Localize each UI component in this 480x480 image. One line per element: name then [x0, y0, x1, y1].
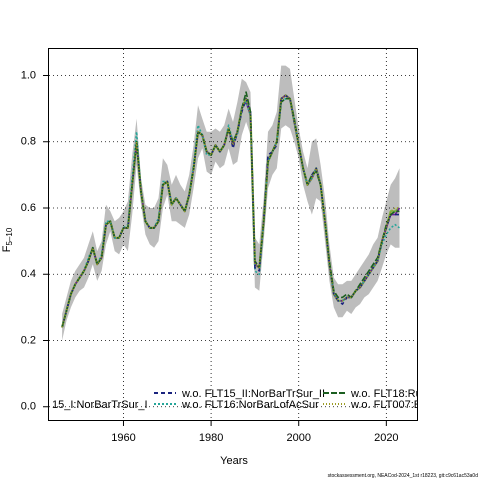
- x-tick-label: 2020: [374, 432, 398, 444]
- series-layer: [61, 91, 401, 328]
- y-axis-title-main: F: [1, 245, 13, 252]
- x-axis-title: Years: [220, 455, 248, 467]
- x-tick-label: 1980: [199, 432, 223, 444]
- confidence-band-layer: [62, 65, 400, 341]
- plot-frame: [48, 48, 418, 421]
- series-line-3: [61, 91, 400, 328]
- y-axis-title-subscript: 5–10: [5, 227, 14, 245]
- footer-credit: stockassessment.org, NEACod-2024_1st r18…: [328, 473, 479, 479]
- legend-entry: w.o. FLT18:Ru: [350, 388, 422, 400]
- x-axis-ticks: 1960 1980 2000 2020: [111, 420, 399, 444]
- legend-entry: w.o. FLT16:NorBarLofAcSur: [181, 399, 319, 411]
- legend-entry: 15_I:NorBarTrSur_I: [52, 399, 148, 411]
- confidence-band: [62, 65, 400, 341]
- legend-entry: w.o. FLT007:E: [350, 399, 421, 411]
- y-tick-label: 1.0: [21, 69, 36, 81]
- y-tick-label: 0.2: [21, 334, 36, 346]
- y-tick-label: 0.0: [21, 401, 36, 413]
- y-axis-ticks: 0.0 0.2 0.4 0.6 0.8 1.0: [21, 69, 49, 413]
- y-tick-label: 0.4: [21, 268, 36, 280]
- y-tick-label: 0.8: [21, 136, 36, 148]
- x-tick-label: 2000: [286, 432, 310, 444]
- y-axis-title: F5–10: [1, 227, 14, 252]
- legend: 15_I:NorBarTrSur_I w.o. FLT15_II:NorBarTr…: [52, 388, 422, 411]
- legend-entry: w.o. FLT15_II:NorBarTrSur_II: [181, 388, 325, 400]
- y-tick-label: 0.6: [21, 202, 36, 214]
- x-tick-label: 1960: [111, 432, 135, 444]
